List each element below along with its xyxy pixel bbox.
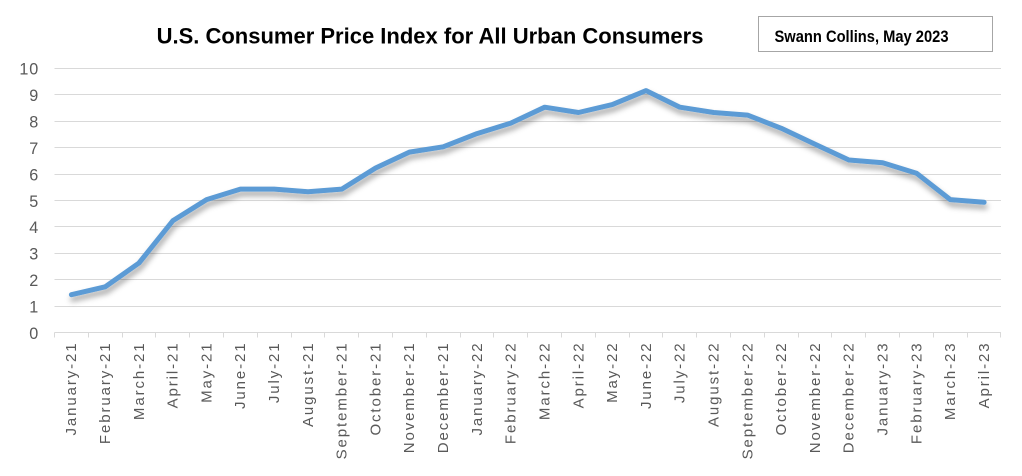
svg-text:April-21: April-21 xyxy=(165,342,182,409)
svg-text:August-22: August-22 xyxy=(706,342,723,427)
svg-text:September-21: September-21 xyxy=(334,342,351,460)
svg-text:February-22: February-22 xyxy=(503,342,520,445)
svg-text:U.S. Consumer Price Index for: U.S. Consumer Price Index for All Urban … xyxy=(157,24,704,49)
svg-text:2: 2 xyxy=(29,272,39,290)
svg-text:March-22: March-22 xyxy=(537,342,554,421)
svg-text:January-23: January-23 xyxy=(875,342,892,436)
svg-text:March-21: March-21 xyxy=(131,342,148,421)
svg-text:6: 6 xyxy=(29,166,39,184)
svg-text:November-21: November-21 xyxy=(401,342,418,454)
svg-text:June-21: June-21 xyxy=(232,342,249,410)
svg-text:May-21: May-21 xyxy=(198,342,215,403)
svg-text:October-21: October-21 xyxy=(367,342,384,436)
svg-text:10: 10 xyxy=(19,61,39,79)
svg-text:January-21: January-21 xyxy=(63,342,80,436)
svg-text:9: 9 xyxy=(29,87,39,105)
svg-text:November-22: November-22 xyxy=(807,342,824,454)
svg-text:January-22: January-22 xyxy=(469,342,486,436)
svg-text:0: 0 xyxy=(29,325,39,343)
svg-text:5: 5 xyxy=(29,193,39,211)
svg-text:April-22: April-22 xyxy=(570,342,587,409)
svg-text:Swann Collins, May 2023: Swann Collins, May 2023 xyxy=(775,28,949,46)
svg-text:December-21: December-21 xyxy=(435,342,452,454)
svg-text:8: 8 xyxy=(29,114,39,132)
svg-text:3: 3 xyxy=(29,246,39,264)
svg-text:October-22: October-22 xyxy=(773,342,790,436)
svg-text:June-22: June-22 xyxy=(638,342,655,410)
svg-text:7: 7 xyxy=(29,140,39,158)
svg-text:July-22: July-22 xyxy=(672,342,689,404)
svg-text:March-23: March-23 xyxy=(942,342,959,421)
svg-text:February-21: February-21 xyxy=(97,342,114,445)
svg-text:July-21: July-21 xyxy=(266,342,283,404)
svg-text:1: 1 xyxy=(29,298,39,316)
svg-text:May-22: May-22 xyxy=(604,342,621,403)
svg-text:April-23: April-23 xyxy=(976,342,993,409)
svg-text:February-23: February-23 xyxy=(908,342,925,445)
svg-text:4: 4 xyxy=(29,219,39,237)
svg-text:August-21: August-21 xyxy=(300,342,317,427)
svg-text:December-22: December-22 xyxy=(841,342,858,454)
svg-text:September-22: September-22 xyxy=(739,342,756,460)
